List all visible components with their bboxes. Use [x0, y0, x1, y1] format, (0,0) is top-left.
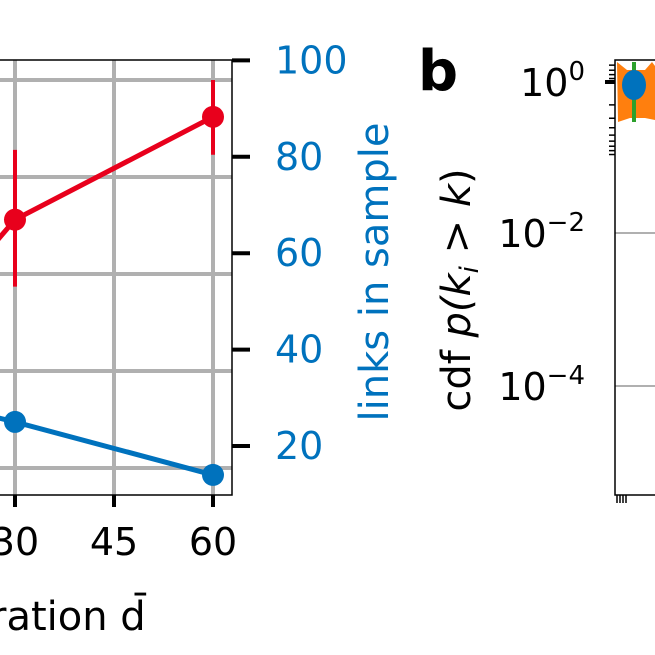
- y-tick-base: 10: [498, 212, 546, 256]
- data-point: [202, 105, 224, 128]
- y-label-close: ): [434, 168, 480, 184]
- y-label-prefix: cdf: [434, 337, 480, 411]
- y-tick-label: 100: [520, 57, 585, 105]
- y-tick-label: 10−4: [498, 361, 585, 409]
- right-y-tick-label: 40: [275, 328, 323, 372]
- right-y-tick-label: 80: [275, 135, 323, 179]
- y-tick-base: 10: [498, 365, 546, 409]
- y-tick-base: 10: [520, 61, 568, 105]
- plot-frame: [0, 59, 233, 496]
- plot-frame: [614, 59, 655, 496]
- x-axis-label: ration d̄: [0, 592, 146, 640]
- y-tick-label: 10−2: [498, 208, 585, 256]
- y-label-rest: >: [434, 207, 480, 266]
- series-line: [0, 114, 215, 241]
- right-y-axis-label: links in sample: [352, 123, 398, 422]
- x-tick-label: 30: [0, 520, 39, 564]
- y-tick-exponent: −4: [547, 361, 585, 391]
- data-point: [202, 463, 224, 486]
- data-point: [4, 410, 26, 433]
- series-line: [0, 415, 214, 478]
- right-y-tick-label: 20: [275, 424, 323, 468]
- data-point: [4, 208, 26, 231]
- y-label-sub: i: [455, 265, 485, 273]
- blue-marker: [622, 70, 646, 100]
- y-label-k: k: [434, 182, 480, 207]
- x-tick-label: 60: [189, 520, 237, 564]
- panel-label: b: [418, 39, 458, 104]
- y-tick-exponent: −2: [547, 208, 585, 238]
- right-y-tick-label: 100: [275, 38, 348, 82]
- y-tick-exponent: 0: [568, 57, 585, 87]
- y-label-expr: p(k: [434, 271, 480, 338]
- right-y-tick-label: 60: [275, 231, 323, 275]
- x-tick-label: 45: [90, 520, 138, 564]
- y-axis-label: cdf p(ki > k): [434, 168, 485, 411]
